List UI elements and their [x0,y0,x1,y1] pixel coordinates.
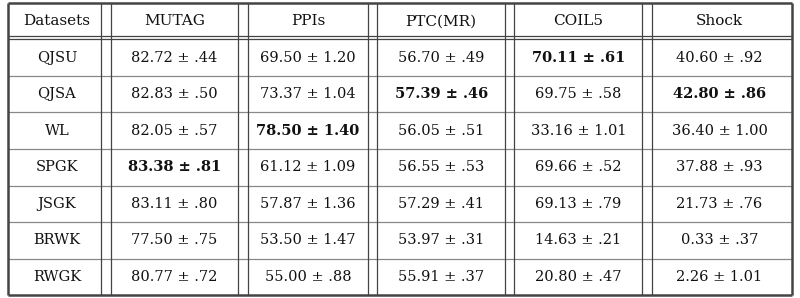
Text: 57.29 ± .41: 57.29 ± .41 [398,197,484,211]
Text: 55.00 ± .88: 55.00 ± .88 [265,270,351,284]
Text: 69.50 ± 1.20: 69.50 ± 1.20 [260,51,356,65]
Text: 56.05 ± .51: 56.05 ± .51 [398,124,484,138]
Text: 83.38 ± .81: 83.38 ± .81 [128,160,222,174]
Text: COIL5: COIL5 [554,14,603,28]
Text: 53.97 ± .31: 53.97 ± .31 [398,233,484,247]
Text: RWGK: RWGK [33,270,81,284]
Text: 69.13 ± .79: 69.13 ± .79 [535,197,622,211]
Text: 0.33 ± .37: 0.33 ± .37 [681,233,758,247]
Text: 56.70 ± .49: 56.70 ± .49 [398,51,484,65]
Text: Shock: Shock [696,14,743,28]
Text: 83.11 ± .80: 83.11 ± .80 [131,197,218,211]
Text: 42.80 ± .86: 42.80 ± .86 [673,87,766,101]
Text: 70.11 ± .61: 70.11 ± .61 [532,51,625,65]
Text: WL: WL [45,124,70,138]
Text: 77.50 ± .75: 77.50 ± .75 [131,233,218,247]
Text: 82.83 ± .50: 82.83 ± .50 [131,87,218,101]
Text: 20.80 ± .47: 20.80 ± .47 [535,270,622,284]
Text: 56.55 ± .53: 56.55 ± .53 [398,160,484,174]
Text: 36.40 ± 1.00: 36.40 ± 1.00 [671,124,767,138]
Text: 69.75 ± .58: 69.75 ± .58 [535,87,622,101]
Text: BRWK: BRWK [34,233,81,247]
Text: QJSA: QJSA [38,87,76,101]
Text: 80.77 ± .72: 80.77 ± .72 [131,270,218,284]
Text: Datasets: Datasets [23,14,90,28]
Text: 78.50 ± 1.40: 78.50 ± 1.40 [256,124,359,138]
Text: 82.72 ± .44: 82.72 ± .44 [131,51,218,65]
Text: 40.60 ± .92: 40.60 ± .92 [676,51,762,65]
Text: 82.05 ± .57: 82.05 ± .57 [131,124,218,138]
Text: 21.73 ± .76: 21.73 ± .76 [676,197,762,211]
Text: 57.39 ± .46: 57.39 ± .46 [394,87,488,101]
Text: 14.63 ± .21: 14.63 ± .21 [535,233,622,247]
Text: 61.12 ± 1.09: 61.12 ± 1.09 [260,160,355,174]
Text: 69.66 ± .52: 69.66 ± .52 [535,160,622,174]
Text: 37.88 ± .93: 37.88 ± .93 [676,160,762,174]
Text: SPGK: SPGK [36,160,78,174]
Text: 73.37 ± 1.04: 73.37 ± 1.04 [260,87,356,101]
Text: 57.87 ± 1.36: 57.87 ± 1.36 [260,197,356,211]
Text: 55.91 ± .37: 55.91 ± .37 [398,270,484,284]
Text: MUTAG: MUTAG [144,14,205,28]
Text: PPIs: PPIs [290,14,325,28]
Text: JSGK: JSGK [38,197,76,211]
Text: 33.16 ± 1.01: 33.16 ± 1.01 [530,124,626,138]
Text: 2.26 ± 1.01: 2.26 ± 1.01 [677,270,762,284]
Text: PTC(MR): PTC(MR) [406,14,477,28]
Text: QJSU: QJSU [37,51,77,65]
Text: 53.50 ± 1.47: 53.50 ± 1.47 [260,233,356,247]
